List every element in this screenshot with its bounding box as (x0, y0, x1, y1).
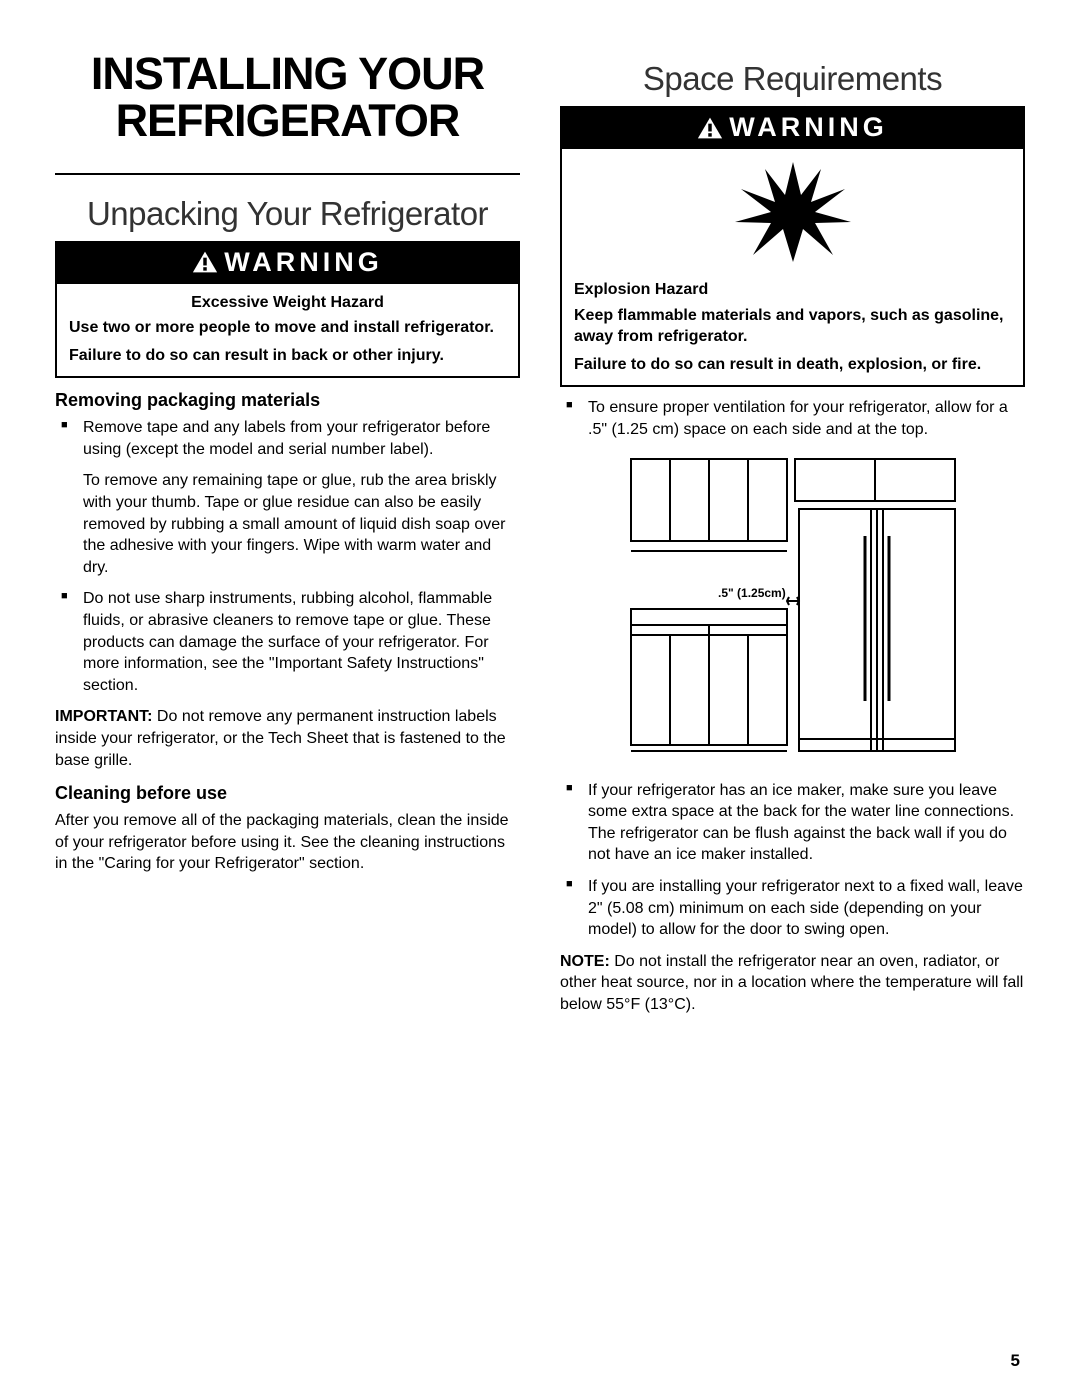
main-title-line2: REFRIGERATOR (116, 95, 460, 146)
warning-body: Excessive Weight Hazard Use two or more … (57, 284, 518, 377)
list-item: If you are installing your refrigerator … (560, 876, 1025, 941)
warning-header: WARNING (57, 243, 518, 284)
warning-header: WARNING (562, 108, 1023, 149)
note-text: Do not install the refrigerator near an … (560, 953, 1023, 1013)
cabinet-svg: .5" (1.25cm) (623, 451, 963, 761)
left-column: INSTALLING YOUR REFRIGERATOR Unpacking Y… (55, 50, 520, 1024)
warning-box-explosion: WARNING Explosion Hazard Keep flammable … (560, 106, 1025, 387)
main-title: INSTALLING YOUR REFRIGERATOR (55, 50, 520, 145)
hazard-instruction: Use two or more people to move and insta… (69, 317, 506, 339)
right-column: Space Requirements WARNING Explosion Haz… (560, 50, 1025, 1024)
space-bullets-2: If your refrigerator has an ice maker, m… (560, 780, 1025, 941)
warning-label: WARNING (729, 112, 888, 143)
hazard-instruction: Keep flammable materials and vapors, suc… (574, 305, 1011, 348)
removing-packaging-subhead: Removing packaging materials (55, 390, 520, 411)
warning-body: Explosion Hazard Keep flammable material… (562, 271, 1023, 385)
cabinet-diagram: .5" (1.25cm) (560, 451, 1025, 766)
bullet-text: Remove tape and any labels from your ref… (83, 419, 490, 458)
warning-triangle-icon (697, 116, 723, 140)
note-lead: NOTE: (560, 953, 610, 970)
list-item: If your refrigerator has an ice maker, m… (560, 780, 1025, 866)
hazard-consequence: Failure to do so can result in death, ex… (574, 354, 1011, 376)
explosion-icon-wrap (562, 149, 1023, 271)
hazard-title: Explosion Hazard (574, 279, 1011, 301)
hazard-consequence: Failure to do so can result in back or o… (69, 345, 506, 367)
space-bullets-1: To ensure proper ventilation for your re… (560, 397, 1025, 440)
space-req-title: Space Requirements (560, 60, 1025, 98)
page-number: 5 (1011, 1351, 1020, 1371)
hazard-title: Excessive Weight Hazard (69, 292, 506, 314)
warning-triangle-icon (192, 250, 218, 274)
unpacking-title: Unpacking Your Refrigerator (55, 195, 520, 233)
warning-label: WARNING (224, 247, 383, 278)
divider (55, 173, 520, 175)
explosion-icon (733, 157, 853, 262)
important-note: IMPORTANT: Do not remove any permanent i… (55, 706, 520, 771)
main-title-line1: INSTALLING YOUR (91, 48, 484, 99)
diagram-label: .5" (1.25cm) (718, 586, 786, 600)
packaging-bullets: Remove tape and any labels from your ref… (55, 417, 520, 696)
list-item: Remove tape and any labels from your ref… (55, 417, 520, 578)
important-lead: IMPORTANT: (55, 708, 152, 725)
list-item: To ensure proper ventilation for your re… (560, 397, 1025, 440)
cleaning-subhead: Cleaning before use (55, 783, 520, 804)
cleaning-para: After you remove all of the packaging ma… (55, 810, 520, 875)
warning-box-weight: WARNING Excessive Weight Hazard Use two … (55, 241, 520, 379)
note-para: NOTE: Do not install the refrigerator ne… (560, 951, 1025, 1016)
bullet-continuation: To remove any remaining tape or glue, ru… (83, 470, 520, 578)
list-item: Do not use sharp instruments, rubbing al… (55, 588, 520, 696)
